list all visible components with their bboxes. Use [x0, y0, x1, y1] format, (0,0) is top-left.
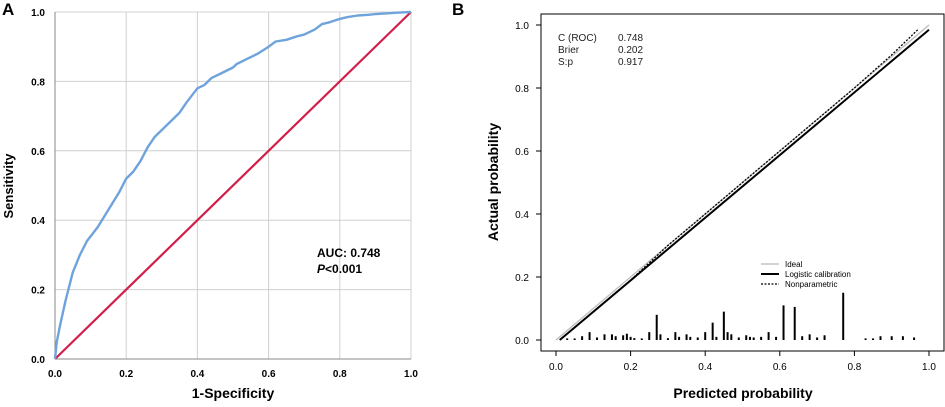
calibration-x-label: Predicted probability [673, 385, 812, 401]
calibration-legend-label: Logistic calibration [785, 270, 851, 279]
roc-y-tick-label: 1.0 [31, 8, 45, 19]
calibration-x-tick-label: 1.0 [922, 362, 936, 373]
calibration-x-tick-label: 0.4 [698, 362, 712, 373]
calibration-x-tick-label: 0.6 [773, 362, 787, 373]
roc-gridlines [55, 11, 412, 359]
calibration-series [555, 24, 930, 341]
calibration-rug [566, 292, 916, 340]
roc-x-tick-label: 0.0 [48, 369, 62, 380]
roc-x-tick-label: 0.8 [333, 369, 347, 380]
roc-x-tick-label: 0.6 [262, 369, 276, 380]
roc-auc-annotation: AUC: 0.748 [317, 246, 381, 260]
calibration-y-tick-label: 0.8 [515, 84, 529, 95]
calibration-x-tick-label: 0.2 [624, 362, 638, 373]
calibration-stat-value: 0.917 [618, 57, 643, 68]
panel-a-label: A [2, 0, 14, 19]
roc-y-tick-label: 0.8 [31, 77, 45, 88]
roc-p-prefix: P [317, 262, 326, 276]
calibration-x-tick-label: 0.8 [847, 362, 861, 373]
roc-y-tick-label: 0.4 [31, 216, 45, 227]
roc-x-tick-label: 1.0 [404, 369, 418, 380]
calibration-legend-label: Ideal [785, 260, 803, 269]
roc-x-label: 1-Specificity [192, 385, 275, 401]
calibration-y-tick-label: 0.6 [515, 147, 529, 158]
roc-x-tick-label: 0.4 [190, 369, 204, 380]
roc-y-label: Sensitivity [1, 153, 16, 219]
calibration-y-label: Actual probability [485, 123, 501, 241]
calibration-nonparametric-line [566, 29, 919, 335]
calibration-stats: C (ROC) 0.748 Brier 0.202 S:p 0.917 [558, 33, 643, 68]
calibration-stat-label: Brier [558, 45, 580, 56]
roc-x-tick-labels: 0.0 0.2 0.4 0.6 0.8 1.0 [48, 369, 418, 380]
calibration-y-tick-label: 0.2 [515, 273, 529, 284]
roc-p-value-annotation: P<0.001 [317, 262, 362, 276]
panel-b-label: B [452, 0, 464, 19]
roc-p-value: <0.001 [325, 262, 362, 276]
roc-y-tick-label: 0.6 [31, 147, 45, 158]
calibration-legend-label: Nonparametric [785, 280, 837, 289]
calibration-logistic-line [559, 28, 930, 341]
calibration-x-ticks: 0.0 0.2 0.4 0.6 0.8 1.0 [549, 351, 936, 373]
calibration-y-ticks: 0.0 0.2 0.4 0.6 0.8 1.0 [515, 21, 541, 347]
roc-y-tick-label: 0.0 [31, 355, 45, 366]
roc-y-tick-labels: 0.0 0.2 0.4 0.6 0.8 1.0 [31, 8, 45, 366]
calibration-stat-value: 0.748 [618, 33, 643, 44]
calibration-plot-box [540, 13, 945, 352]
calibration-stat-label: C (ROC) [558, 33, 597, 44]
roc-y-tick-label: 0.2 [31, 286, 45, 297]
calibration-stat-value: 0.202 [618, 45, 643, 56]
calibration-y-tick-label: 0.0 [515, 336, 529, 347]
roc-x-tick-label: 0.2 [119, 369, 133, 380]
calibration-y-tick-label: 0.4 [515, 210, 529, 221]
roc-series [53, 10, 412, 360]
calibration-y-tick-label: 1.0 [515, 21, 529, 32]
roc-reference-line [54, 11, 412, 360]
calibration-stat-label: S:p [558, 57, 573, 68]
roc-curve-line [53, 10, 412, 360]
calibration-x-tick-label: 0.0 [549, 362, 563, 373]
